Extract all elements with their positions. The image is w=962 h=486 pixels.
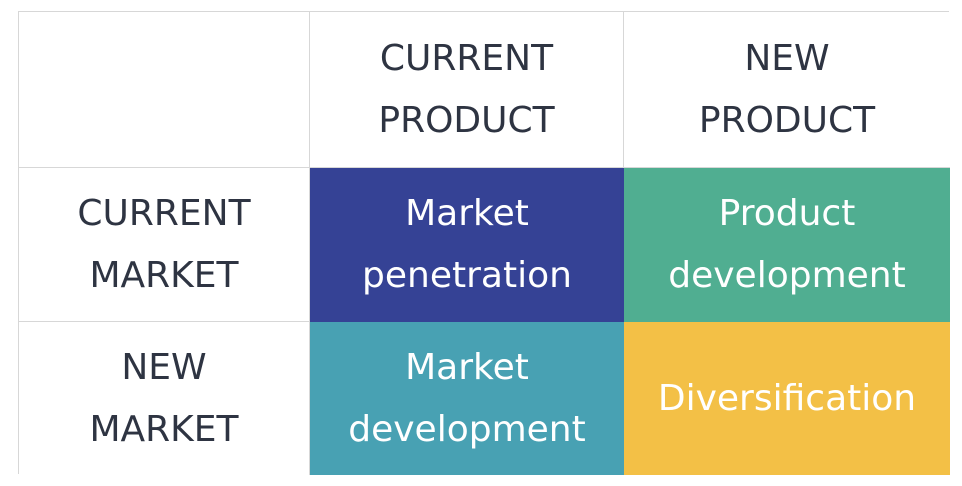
column-header-label: CURRENT PRODUCT <box>378 37 555 141</box>
column-header-label: NEW PRODUCT <box>698 37 876 141</box>
cell-market-development: Market development <box>310 322 624 475</box>
row-header-label: NEW MARKET <box>89 346 239 450</box>
cell-product-development: Product development <box>624 168 950 322</box>
corner-cell <box>19 12 310 168</box>
row-header-label: CURRENT MARKET <box>77 192 251 296</box>
strategy-label: Market development <box>348 346 586 450</box>
strategy-label: Product development <box>668 193 906 296</box>
cell-market-penetration: Market penetration <box>310 168 624 322</box>
column-header-current-product: CURRENT PRODUCT <box>310 12 624 168</box>
column-header-new-product: NEW PRODUCT <box>624 12 950 168</box>
cell-diversification: Diversification <box>624 322 950 475</box>
ansoff-matrix: CURRENT PRODUCT NEW PRODUCT CURRENT MARK… <box>18 11 950 475</box>
row-header-new-market: NEW MARKET <box>19 322 310 475</box>
strategy-label: Diversification <box>657 377 917 419</box>
row-header-current-market: CURRENT MARKET <box>19 168 310 322</box>
strategy-label: Market penetration <box>362 193 572 296</box>
